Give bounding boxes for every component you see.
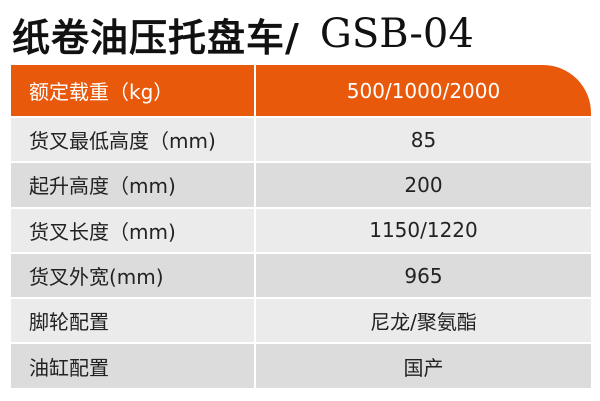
table-row: 货叉外宽(mm) 965 [11, 253, 591, 298]
page-title: 纸卷油压托盘车/ GSB-04 [12, 6, 474, 62]
spec-value: 1150/1220 [256, 208, 591, 252]
spec-value: 200 [256, 163, 591, 207]
table-row: 脚轮配置 尼龙/聚氨酯 [11, 299, 591, 343]
spec-value: 国产 [256, 344, 591, 388]
spec-value: 965 [256, 253, 591, 298]
table-row: 油缸配置 国产 [11, 344, 591, 388]
table-row: 货叉最低高度（mm) 85 [11, 118, 591, 162]
spec-label: 脚轮配置 [11, 299, 254, 343]
spec-label: 额定载重（kg） [11, 65, 254, 116]
table-header-row: 额定载重（kg） 500/1000/2000 [11, 65, 591, 116]
table-row: 货叉长度（mm) 1150/1220 [11, 208, 591, 252]
spec-label: 起升高度（mm) [11, 163, 254, 207]
table-row: 起升高度（mm) 200 [11, 163, 591, 207]
spec-value: 85 [256, 118, 591, 162]
spec-label: 油缸配置 [11, 344, 254, 388]
product-name: 纸卷油压托盘车/ [12, 15, 300, 60]
spec-label: 货叉长度（mm) [11, 208, 254, 252]
spec-label: 货叉最低高度（mm) [11, 118, 254, 162]
spec-table: 额定载重（kg） 500/1000/2000 货叉最低高度（mm) 85 起升高… [11, 65, 591, 390]
spec-value: 500/1000/2000 [256, 65, 591, 116]
product-model: GSB-04 [319, 11, 474, 57]
spec-value: 尼龙/聚氨酯 [256, 299, 591, 343]
spec-label: 货叉外宽(mm) [11, 253, 254, 298]
